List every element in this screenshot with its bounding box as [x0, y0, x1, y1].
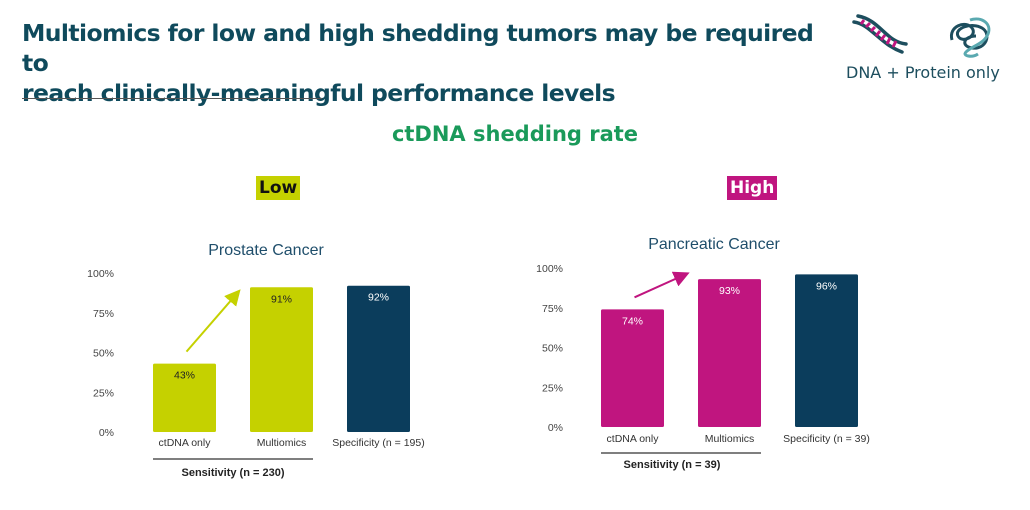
bar-2	[698, 279, 761, 427]
bar-3	[795, 274, 858, 427]
y-tick-label: 0%	[548, 422, 563, 434]
category-label: Specificity (n = 195)	[332, 437, 425, 449]
category-label: ctDNA only	[607, 433, 660, 445]
bar-value-label: 93%	[719, 285, 740, 297]
section-title: ctDNA shedding rate	[391, 122, 639, 146]
y-tick-label: 75%	[542, 303, 563, 315]
low-shedding-tag: Low	[256, 176, 301, 200]
increase-arrow	[185, 289, 241, 353]
category-label: ctDNA only	[159, 437, 212, 449]
title-line-1: Multiomics for low and high shedding tum…	[22, 19, 814, 77]
title-divider	[22, 98, 322, 99]
bar-value-label: 91%	[271, 293, 292, 305]
y-tick-label: 0%	[99, 427, 114, 439]
bar-value-label: 43%	[174, 370, 195, 382]
bar-value-label: 74%	[622, 315, 643, 327]
page-title: Multiomics for low and high shedding tum…	[22, 18, 822, 108]
bar-2	[250, 287, 313, 432]
chart-title: Pancreatic Cancer	[648, 236, 780, 253]
bar-3	[347, 285, 410, 432]
category-label: Multiomics	[257, 437, 307, 449]
bar-1	[601, 309, 664, 427]
increase-arrow	[634, 271, 690, 299]
y-tick-label: 75%	[93, 308, 114, 320]
high-shedding-tag: High	[727, 176, 778, 200]
y-tick-label: 50%	[542, 343, 563, 355]
category-label: Multiomics	[705, 433, 755, 445]
group-label: Sensitivity (n = 39)	[624, 459, 721, 471]
protein-icon	[949, 17, 991, 58]
group-label: Sensitivity (n = 230)	[181, 467, 284, 479]
category-label: Specificity (n = 39)	[783, 433, 870, 445]
y-tick-label: 25%	[93, 387, 114, 399]
y-tick-label: 50%	[93, 348, 114, 360]
bar-value-label: 96%	[816, 280, 837, 292]
bar-1	[153, 363, 216, 432]
y-tick-label: 100%	[536, 263, 563, 275]
dna-icon	[852, 14, 908, 54]
legend-label: DNA + Protein only	[846, 63, 1000, 82]
chart-title: Prostate Cancer	[208, 242, 324, 259]
y-tick-label: 100%	[87, 268, 114, 280]
bar-value-label: 92%	[368, 292, 389, 304]
title-line-2: reach clinically-meaningful performance …	[22, 79, 616, 107]
y-tick-label: 25%	[542, 382, 563, 394]
